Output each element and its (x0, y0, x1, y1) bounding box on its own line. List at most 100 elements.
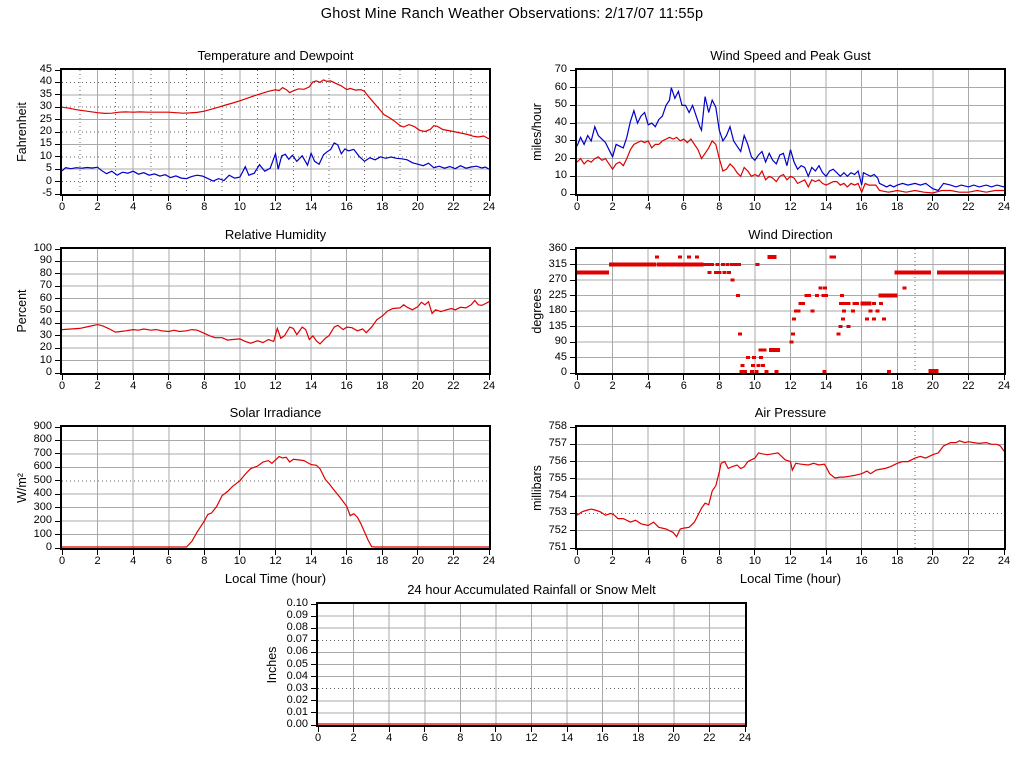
x-tick-label: 12 (784, 555, 797, 567)
y-tick-label: 200 (33, 514, 52, 527)
x-tick-label: 4 (645, 380, 652, 392)
x-tick-label: 0 (573, 380, 581, 392)
x-tick-mark (346, 375, 348, 380)
y-tick-label: 755 (548, 471, 567, 484)
wind-direction-point (687, 255, 692, 259)
x-tick-mark (203, 550, 205, 555)
wind-direction-point (739, 370, 744, 373)
wind-direction-point (736, 294, 741, 297)
y-tick-mark (311, 627, 316, 629)
y-tick-label: 10 (554, 169, 567, 182)
temperature-line (62, 79, 489, 140)
x-tick-mark (612, 550, 614, 555)
wind-direction-point (706, 263, 711, 266)
wind-direction-point (733, 263, 738, 266)
wind-direction-point (750, 370, 755, 373)
x-tick-mark (388, 727, 390, 732)
x-tick-mark (576, 550, 578, 555)
x-tick-mark (346, 196, 348, 201)
y-tick-mark (55, 143, 60, 145)
x-tick-mark (417, 375, 419, 380)
x-tick-mark (310, 196, 312, 201)
x-tick-mark (683, 550, 685, 555)
y-tick-label: 0 (560, 187, 567, 199)
wind-direction-point (902, 286, 907, 290)
page-title: Ghost Mine Ranch Weather Observations: 2… (320, 6, 704, 22)
wind-direction-point (713, 270, 718, 274)
y-tick-mark (570, 69, 575, 71)
x-tick-mark (861, 196, 863, 201)
x-tick-mark (275, 196, 276, 201)
y-tick-mark (55, 466, 60, 468)
x-tick-label: 14 (304, 555, 318, 567)
y-tick-label: 0.05 (286, 657, 308, 670)
y-tick-label: 20 (39, 125, 52, 137)
y-tick-label: 25 (39, 112, 52, 125)
x-tick-mark (488, 196, 490, 201)
y-tick-mark (570, 140, 575, 142)
y-tick-label: 180 (548, 304, 567, 316)
x-tick-mark (612, 375, 614, 380)
y-tick-label: -5 (42, 187, 52, 199)
x-tick-label: 2 (94, 201, 101, 213)
y-tick-label: 10 (39, 353, 52, 366)
x-tick-mark (459, 727, 461, 732)
wind-direction-run (691, 262, 704, 267)
x-tick-mark (754, 550, 756, 555)
x-tick-mark (97, 550, 99, 555)
x-tick-mark (861, 550, 863, 555)
y-tick-label: 360 (548, 242, 567, 254)
wind-direction-point (875, 309, 880, 313)
y-tick-mark (55, 493, 60, 495)
x-tick-label: 8 (201, 201, 208, 213)
x-tick-label: 10 (233, 380, 247, 392)
x-tick-label: 18 (891, 201, 904, 213)
x-tick-label: 2 (609, 380, 616, 392)
x-tick-mark (97, 196, 99, 201)
y-tick-label: 800 (33, 433, 52, 446)
x-tick-label: 18 (376, 380, 389, 392)
x-tick-label: 4 (645, 201, 652, 213)
x-tick-mark (637, 727, 639, 732)
wind-direction-point (762, 348, 767, 352)
wind-direction-point (774, 370, 779, 373)
x-tick-label: 8 (457, 732, 464, 744)
x-tick-label: 12 (784, 380, 797, 392)
wind-direction-point (725, 263, 730, 266)
x-tick-label: 16 (855, 380, 868, 392)
wind-direction-point (824, 294, 829, 297)
wind-direction-run (608, 262, 657, 267)
x-tick-label: 24 (482, 555, 496, 567)
wind-direction-point (868, 309, 873, 313)
wind-direction-point (815, 294, 820, 297)
wind-direction-point (840, 294, 845, 297)
y-tick-label: 0.03 (286, 681, 308, 694)
y-tick-mark (570, 341, 575, 343)
wind-direction-point (792, 317, 797, 321)
x-tick-label: 20 (667, 732, 680, 744)
wind-direction-point (822, 370, 827, 373)
y-tick-label: 0.09 (286, 609, 308, 622)
x-tick-label: 16 (855, 555, 868, 567)
x-tick-mark (754, 375, 756, 380)
x-tick-label: 10 (233, 555, 247, 567)
y-tick-mark (311, 651, 316, 653)
x-tick-label: 6 (680, 380, 687, 392)
wind-direction-run (767, 254, 777, 259)
y-tick-label: 45 (39, 63, 52, 75)
plot-humidity (60, 247, 491, 375)
x-tick-label: 18 (376, 201, 389, 213)
wind-direction-point (678, 255, 683, 259)
x-tick-label: 18 (891, 555, 904, 567)
wind-direction-point (807, 294, 812, 297)
x-tick-mark (612, 196, 614, 201)
x-tick-mark (896, 550, 898, 555)
x-tick-mark (168, 196, 170, 201)
y-tick-label: 45 (554, 350, 567, 363)
wind-direction-point (752, 356, 757, 359)
wind-direction-point (789, 340, 794, 344)
y-tick-label: 40 (39, 316, 52, 329)
x-tick-mark (61, 550, 63, 555)
x-tick-mark (1003, 196, 1005, 201)
wind-direction-run (928, 369, 939, 373)
